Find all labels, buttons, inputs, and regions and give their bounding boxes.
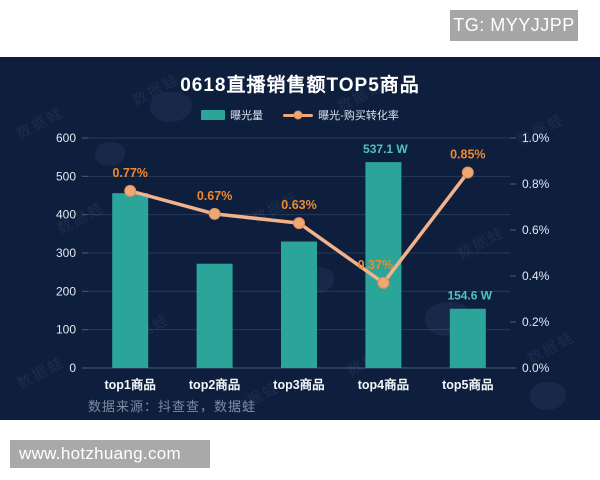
line-marker [461,166,474,179]
right-axis-tick-label: 0.6% [522,223,550,237]
legend-item-exposure: 曝光量 [201,107,263,123]
line-value-label: 0.77% [112,166,147,180]
tg-contact-badge: TG: MYYJJPP [450,10,578,41]
x-axis-category-label: top1商品 [105,377,156,392]
left-axis-tick-label: 300 [56,246,76,260]
line-series-dot-icon [293,110,303,120]
bar-top2商品 [196,263,233,368]
x-axis-category-label: top5商品 [442,377,493,392]
right-axis-tick-label: 0.8% [522,177,550,191]
legend-label-conversion: 曝光-购买转化率 [318,110,399,122]
line-marker [293,217,305,230]
left-axis-tick-label: 200 [56,284,76,298]
chart-title: 0618直播销售额TOP5商品 [180,75,420,96]
left-axis-tick-label: 400 [56,208,76,222]
line-value-label: 0.85% [450,148,485,162]
bar-top5商品 [449,308,486,368]
x-axis-category-label: top4商品 [358,377,409,392]
line-value-label: 0.63% [281,198,316,212]
legend-item-conversion: 曝光-购买转化率 [283,107,399,123]
left-axis-tick-label: 0 [69,361,76,375]
chart-panel: 数据蛙数据蛙数据蛙数据蛙数据蛙数据蛙数据蛙数据蛙数据蛙数据蛙数据蛙数据蛙 061… [0,57,600,420]
bar-value-label: 537.1 W [363,142,408,156]
line-series-swatch-icon [283,110,314,120]
line-value-label: 0.67% [197,189,232,203]
line-marker [208,207,221,220]
line-value-label: 0.37% [358,258,393,272]
website-url-bar: www.hotzhuang.com [10,440,210,468]
left-axis-tick-label: 100 [56,323,76,337]
legend-label-exposure: 曝光量 [230,110,264,122]
left-axis-tick-label: 600 [56,131,76,145]
right-axis-tick-label: 0.0% [522,361,550,375]
right-axis-tick-label: 0.4% [522,269,550,283]
x-axis-category-label: top2商品 [189,377,240,392]
bar-top3商品 [281,241,317,368]
line-marker [377,276,390,289]
line-marker [124,184,137,197]
bar-series-swatch-icon [201,110,226,120]
bar-top1商品 [112,193,149,368]
chart-legend: 曝光量 曝光-购买转化率 [0,107,600,123]
x-axis-category-label: top3商品 [273,377,324,392]
right-axis-tick-label: 1.0% [522,131,550,145]
bar-value-label: 154.6 W [447,289,492,303]
data-source-note: 数据来源：抖查查，数据蛙 [88,399,257,414]
right-axis-tick-label: 0.2% [522,315,550,329]
left-axis-tick-label: 500 [56,169,76,183]
combo-bar-line-chart: 0 100 200 300 400 500 600 0.0% 0.2% 0.4% 0.6% 0.8% 1… [56,131,550,392]
